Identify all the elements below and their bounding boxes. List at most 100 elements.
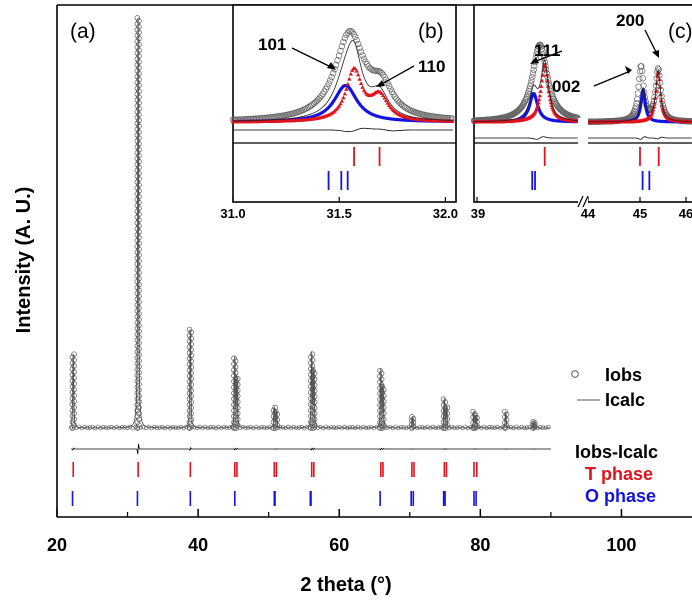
inset-c-difference-right xyxy=(588,136,692,140)
main-plot-marks xyxy=(56,15,623,517)
iobs-point xyxy=(530,419,536,425)
iobs-point xyxy=(379,395,385,402)
inset-iobs-point xyxy=(331,66,338,73)
iobs-point xyxy=(136,270,142,276)
iobs-point xyxy=(272,422,278,428)
iobs-point xyxy=(310,419,316,426)
iobs-point xyxy=(106,425,111,430)
x-axis-label: 2 theta (°) xyxy=(300,574,391,596)
inset-b-frame xyxy=(232,4,457,203)
iobs-point xyxy=(186,419,193,425)
iobs-point xyxy=(195,425,200,430)
iobs-point xyxy=(189,425,194,430)
iobs-point xyxy=(134,243,141,250)
iobs-point xyxy=(186,373,193,379)
iobs-peak xyxy=(134,15,142,431)
iobs-point xyxy=(134,179,141,185)
inset-b-marks xyxy=(229,28,456,190)
iobs-point xyxy=(442,419,449,425)
iobs-point xyxy=(308,419,314,425)
inset-iobs-point xyxy=(638,63,645,70)
iobs-point xyxy=(134,407,141,414)
iobs-point xyxy=(254,424,259,429)
iobs-point xyxy=(136,141,142,147)
iobs-point xyxy=(136,47,142,53)
iobs-point xyxy=(188,329,194,336)
x-tick-label: 60 xyxy=(329,535,349,555)
iobs-point xyxy=(69,407,76,414)
iobs-point xyxy=(379,425,385,431)
iobs-point xyxy=(472,412,479,419)
iobs-point xyxy=(134,21,141,27)
iobs-point xyxy=(291,424,296,430)
iobs-point xyxy=(188,347,194,353)
inset-iobs-point xyxy=(538,45,546,52)
iobs-point xyxy=(310,402,316,408)
inset-t-phase-point xyxy=(353,66,358,71)
iobs-point xyxy=(219,426,224,431)
iobs-point xyxy=(430,424,436,430)
iobs-point xyxy=(310,390,316,397)
panel-label-a: (a) xyxy=(70,20,96,43)
inset-iobs-point xyxy=(635,83,642,90)
iobs-point xyxy=(440,425,447,431)
inset-c-tick-44: 44 xyxy=(581,206,596,221)
iobs-point xyxy=(134,62,141,68)
iobs-point xyxy=(232,364,239,370)
iobs-point xyxy=(186,355,193,362)
iobs-point xyxy=(377,413,383,420)
iobs-point xyxy=(378,405,385,411)
iobs-point xyxy=(232,404,239,411)
iobs-point xyxy=(136,182,142,188)
iobs-point xyxy=(248,424,253,430)
iobs-point xyxy=(379,390,385,396)
iobs-point xyxy=(404,425,409,430)
inset-iobs-point xyxy=(638,67,646,75)
iobs-point xyxy=(134,56,141,62)
iobs-point xyxy=(136,328,142,335)
iobs-point xyxy=(136,404,142,411)
iobs-point xyxy=(71,351,77,357)
iobs-point xyxy=(311,405,318,411)
inset-iobs-point xyxy=(368,66,375,73)
iobs-point xyxy=(136,123,142,130)
iobs-point xyxy=(378,382,385,388)
iobs-point xyxy=(69,425,74,430)
iobs-point xyxy=(440,413,447,420)
iobs-point xyxy=(309,363,316,369)
iobs-point xyxy=(231,413,237,420)
x-tick-label: 20 xyxy=(47,535,67,555)
iobs-point xyxy=(410,419,417,426)
iobs-point xyxy=(440,396,447,403)
iobs-point xyxy=(136,416,142,422)
iobs-point xyxy=(134,308,141,314)
inset-t-phase-point xyxy=(381,93,386,98)
iobs-point xyxy=(103,425,109,430)
iobs-point xyxy=(136,369,142,376)
iobs-point xyxy=(134,337,141,343)
axis-break-gap xyxy=(578,196,588,208)
iobs-point xyxy=(136,82,142,89)
iobs-point xyxy=(481,424,487,429)
iobs-point xyxy=(308,354,314,360)
iobs-point xyxy=(134,149,141,156)
legend-icalc: Icalc xyxy=(605,390,645,410)
iobs-point xyxy=(186,361,193,368)
iobs-point xyxy=(134,173,141,179)
iobs-point xyxy=(186,378,193,385)
iobs-point xyxy=(74,425,79,431)
iobs-point xyxy=(516,426,521,431)
iobs-point xyxy=(302,425,307,431)
iobs-point xyxy=(136,258,142,264)
iobs-point xyxy=(377,367,383,374)
iobs-point xyxy=(406,424,412,430)
iobs-point xyxy=(234,393,241,399)
iobs-point xyxy=(444,410,451,417)
iobs-point xyxy=(440,408,447,414)
iobs-point xyxy=(237,426,243,431)
x-tick-labels: 20 40 60 80 100 xyxy=(47,535,636,555)
iobs-point xyxy=(134,413,141,420)
iobs-point xyxy=(231,396,237,402)
iobs-point xyxy=(381,398,387,405)
